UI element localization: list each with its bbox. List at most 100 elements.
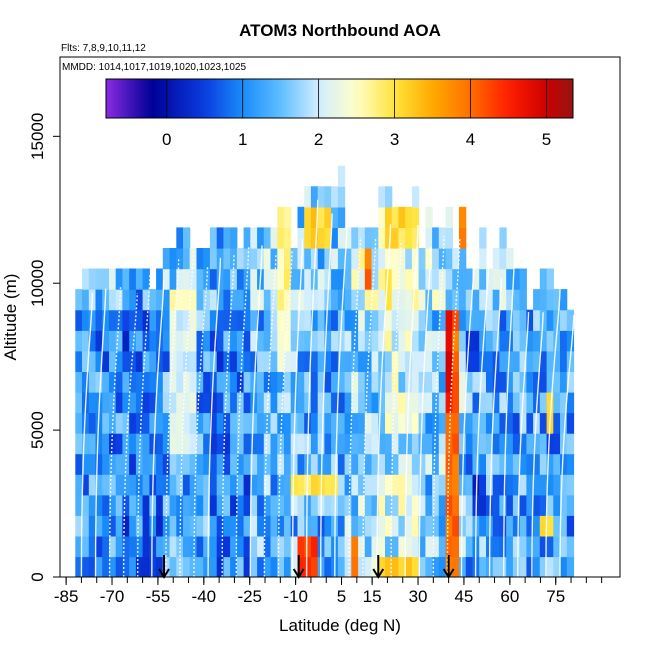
heatmap-cell <box>263 391 272 414</box>
heatmap-cell <box>203 474 211 496</box>
heatmap-cell <box>526 453 534 475</box>
heatmap-cell <box>75 515 83 537</box>
heatmap-cell <box>102 433 110 455</box>
heatmap-cell <box>135 391 144 414</box>
heatmap-cell <box>337 289 346 311</box>
heatmap-cell <box>472 433 480 455</box>
heatmap-cell <box>438 494 447 516</box>
heatmap-cell <box>566 494 575 516</box>
heatmap-cell <box>142 515 150 537</box>
heatmap-cell <box>512 309 521 331</box>
heatmap-cell <box>189 371 197 393</box>
heatmap-cell <box>257 433 265 455</box>
heatmap-cell <box>297 330 305 352</box>
heatmap-cell <box>176 494 184 516</box>
heatmap-cell <box>418 268 426 290</box>
heatmap-cell <box>216 412 224 434</box>
heatmap-cell <box>438 433 447 455</box>
heatmap-cell <box>203 350 211 372</box>
heatmap-cell <box>344 371 352 393</box>
heatmap-cell <box>405 248 413 270</box>
heatmap-cell <box>344 535 352 558</box>
heatmap-cell <box>324 494 332 516</box>
heatmap-cell <box>459 371 467 393</box>
heatmap-cell <box>533 309 541 331</box>
heatmap-cell <box>75 391 83 414</box>
heatmap-cell <box>479 391 487 414</box>
heatmap-cell <box>566 309 575 331</box>
x-tick-label: -85 <box>54 587 79 606</box>
heatmap-cell <box>297 556 305 577</box>
heatmap-cell <box>499 391 507 414</box>
heatmap-cell <box>479 371 487 393</box>
heatmap-cell <box>438 556 447 577</box>
heatmap-cell <box>553 391 561 414</box>
heatmap-cell <box>566 391 575 414</box>
heatmap-cell <box>411 330 420 352</box>
colorbar-tick-label: 1 <box>238 130 247 149</box>
heatmap-cell <box>506 556 514 577</box>
heatmap-cell <box>546 330 554 352</box>
profile-line <box>460 239 477 577</box>
heatmap-cell <box>270 412 278 434</box>
heatmap-cell <box>162 433 171 455</box>
heatmap-cell <box>82 371 90 393</box>
heatmap-cell <box>176 371 184 393</box>
heatmap-cell <box>209 330 218 352</box>
heatmap-cell <box>432 309 440 331</box>
heatmap-cell <box>324 556 332 577</box>
heatmap-cell <box>169 412 177 434</box>
heatmap-cell <box>129 309 137 331</box>
heatmap-cell <box>122 474 130 496</box>
heatmap-cell <box>75 330 83 352</box>
heatmap-cell <box>465 515 474 537</box>
heatmap-cell <box>358 268 366 290</box>
heatmap-cell <box>95 494 103 516</box>
heatmap-cell <box>216 330 224 352</box>
heatmap-cell <box>203 391 211 414</box>
heatmap-cell <box>425 371 433 393</box>
heatmap-cell <box>391 371 399 393</box>
heatmap-cell <box>156 309 164 331</box>
heatmap-cell <box>499 474 507 496</box>
heatmap-cell <box>432 494 440 516</box>
heatmap-cell <box>149 350 157 372</box>
heatmap-cell <box>452 535 460 558</box>
heatmap-cell <box>385 350 393 372</box>
heatmap-cell <box>546 535 554 558</box>
heatmap-cell <box>358 474 366 496</box>
heatmap-cell <box>189 453 197 475</box>
heatmap-cell <box>135 494 144 516</box>
heatmap-cell <box>479 535 487 558</box>
heatmap-cell <box>263 494 272 516</box>
heatmap-cell <box>364 515 373 537</box>
profile-line <box>390 241 402 577</box>
heatmap-cell <box>566 330 575 352</box>
heatmap-cell <box>445 268 453 290</box>
heatmap-cell <box>310 474 319 496</box>
heatmap-cell <box>425 433 433 455</box>
heatmap-cell <box>452 391 460 414</box>
heatmap-cell <box>304 309 312 331</box>
heatmap-cell <box>459 248 467 270</box>
heatmap-cell <box>156 412 164 434</box>
heatmap-cell <box>364 391 373 414</box>
heatmap-cell <box>284 268 292 290</box>
heatmap-cell <box>102 268 110 290</box>
heatmap-cell <box>331 350 339 372</box>
heatmap-cell <box>176 515 184 537</box>
profile-line <box>446 237 461 577</box>
heatmap-cell <box>324 474 332 496</box>
heatmap-cell <box>533 350 541 372</box>
heatmap-cell <box>135 350 144 372</box>
heatmap-cell <box>75 494 83 516</box>
heatmap-cell <box>209 556 218 577</box>
profile-line <box>137 274 151 577</box>
heatmap-cell <box>122 330 130 352</box>
heatmap-cell <box>297 412 305 434</box>
heatmap-cell <box>358 371 366 393</box>
heatmap-cell <box>432 268 440 290</box>
heatmap-cell <box>385 453 393 475</box>
heatmap-cell <box>371 268 379 290</box>
heatmap-cell <box>236 248 245 270</box>
